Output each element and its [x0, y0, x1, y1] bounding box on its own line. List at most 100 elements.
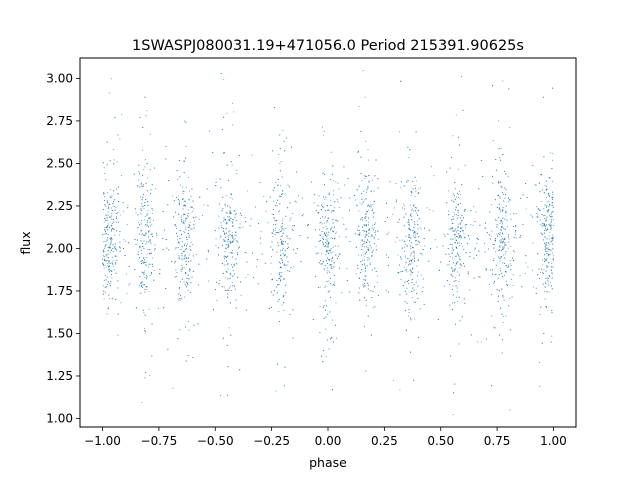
data-point	[408, 234, 410, 237]
data-point	[224, 277, 226, 279]
data-point	[187, 274, 189, 276]
data-point	[232, 124, 234, 126]
data-point	[174, 248, 176, 250]
data-point	[321, 230, 323, 233]
data-point	[544, 236, 546, 238]
data-point	[449, 255, 451, 257]
data-point	[502, 217, 504, 219]
data-point	[491, 315, 493, 317]
data-point	[282, 228, 284, 230]
data-point	[503, 274, 506, 277]
data-point	[522, 223, 524, 226]
data-point	[329, 311, 331, 313]
data-point	[357, 267, 359, 269]
data-point	[244, 252, 246, 254]
data-point	[541, 174, 543, 176]
data-point	[544, 225, 546, 227]
data-point	[142, 194, 145, 196]
data-point	[552, 258, 554, 260]
data-point	[499, 257, 501, 260]
data-point	[207, 205, 209, 207]
data-point	[499, 242, 501, 244]
data-point	[415, 131, 417, 133]
data-point	[452, 275, 454, 277]
data-point	[408, 156, 410, 158]
data-point	[328, 242, 330, 244]
data-point	[332, 246, 334, 248]
data-point	[412, 287, 414, 289]
data-point	[106, 141, 108, 143]
data-point	[255, 206, 257, 208]
data-point	[356, 205, 358, 207]
data-point	[444, 235, 446, 237]
data-point	[331, 284, 333, 286]
data-point	[394, 241, 396, 243]
data-point	[189, 245, 191, 247]
data-point	[175, 225, 177, 228]
data-point	[229, 273, 231, 275]
data-point	[145, 371, 147, 374]
data-point	[364, 96, 366, 98]
data-point	[272, 214, 274, 216]
data-point	[487, 248, 489, 250]
data-point	[365, 213, 367, 215]
data-point	[104, 246, 106, 248]
data-point	[545, 219, 547, 221]
data-point	[185, 263, 187, 266]
data-point	[492, 85, 494, 87]
data-point	[330, 199, 332, 201]
data-point	[545, 189, 547, 191]
data-point	[136, 239, 138, 241]
data-point	[365, 299, 367, 302]
data-point	[284, 254, 287, 256]
data-point	[173, 216, 175, 218]
data-point	[549, 216, 551, 218]
data-point	[368, 228, 370, 230]
data-point	[325, 250, 328, 252]
data-point	[151, 212, 153, 215]
data-point	[544, 249, 546, 251]
data-point	[182, 222, 184, 224]
data-point	[287, 207, 289, 209]
data-point	[534, 184, 536, 186]
data-point	[549, 282, 552, 284]
data-point	[327, 243, 329, 245]
data-point	[403, 225, 405, 227]
data-point	[504, 257, 506, 259]
data-point	[184, 205, 187, 207]
data-point	[155, 233, 158, 235]
data-point	[466, 223, 468, 225]
data-point	[404, 281, 406, 283]
data-point	[367, 282, 369, 284]
data-point	[145, 233, 147, 235]
data-point	[219, 178, 221, 180]
data-point	[322, 244, 324, 246]
data-point	[220, 222, 222, 224]
data-point	[279, 163, 281, 165]
data-point	[179, 200, 181, 202]
data-point	[270, 255, 273, 258]
data-point	[219, 237, 221, 239]
data-point	[501, 272, 503, 274]
data-point	[307, 237, 309, 239]
data-point	[281, 275, 283, 277]
data-point	[110, 242, 112, 244]
data-point	[450, 273, 452, 275]
data-point	[544, 259, 547, 261]
data-point	[366, 211, 368, 213]
data-point	[105, 179, 107, 181]
data-point	[139, 275, 141, 278]
data-point	[448, 210, 450, 212]
data-point	[419, 226, 421, 228]
data-point	[147, 209, 149, 212]
data-point	[179, 176, 181, 178]
data-point	[176, 272, 178, 274]
data-point	[414, 223, 416, 225]
data-point	[141, 401, 143, 404]
data-point	[333, 207, 335, 209]
data-point	[473, 257, 475, 259]
data-point	[143, 247, 145, 249]
data-point	[410, 274, 412, 276]
data-point	[176, 236, 178, 238]
data-point	[108, 294, 110, 296]
